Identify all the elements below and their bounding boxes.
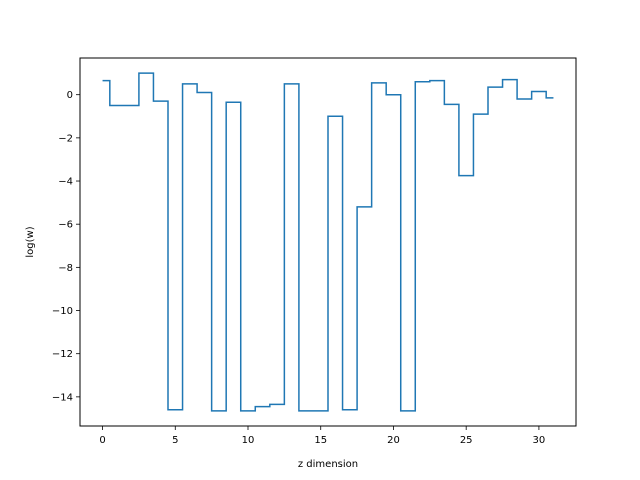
y-axis-ticks: −14 −12 −10 −8 −6 −4 −2 0 (52, 90, 80, 403)
y-tick-label: −12 (52, 349, 73, 360)
y-tick-label: −8 (58, 263, 73, 274)
y-tick-label: −4 (58, 177, 73, 188)
axes-frame (79, 57, 577, 427)
x-axis-ticks: 0 5 10 15 20 25 30 (99, 426, 545, 446)
y-axis-label: log(w) (25, 226, 36, 257)
x-tick-label: 25 (460, 435, 473, 446)
y-tick-label: −14 (52, 392, 73, 403)
x-tick-label: 30 (533, 435, 546, 446)
x-tick-label: 20 (387, 435, 400, 446)
y-tick-label: −6 (58, 220, 73, 231)
y-tick-label: −10 (52, 306, 73, 317)
x-tick-label: 0 (99, 435, 105, 446)
y-tick-label: 0 (67, 90, 73, 101)
y-tick-label: −2 (58, 133, 73, 144)
series-step-line (102, 72, 554, 412)
x-tick-label: 5 (172, 435, 178, 446)
x-axis-label: z dimension (298, 459, 358, 470)
plot-area (102, 72, 554, 412)
x-tick-label: 15 (314, 435, 327, 446)
x-tick-label: 10 (242, 435, 255, 446)
